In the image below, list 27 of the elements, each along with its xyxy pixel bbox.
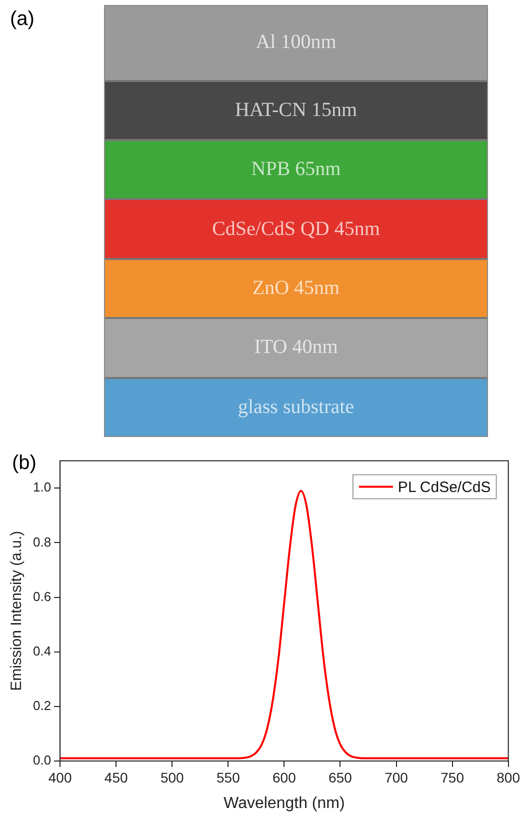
text: NPB 65nm <box>105 140 487 200</box>
x-tick-label: 450 <box>104 769 128 786</box>
y-tick-label: 0.2 <box>32 698 52 713</box>
x-tick-label: 400 <box>48 769 72 786</box>
x-tick-label: 800 <box>496 769 520 786</box>
y-tick-label: 0.6 <box>32 588 52 604</box>
legend-label: PL CdSe/CdS <box>398 478 491 496</box>
x-tick-label: 600 <box>272 769 296 786</box>
y-axis-title: Emission Intensity (a.u.) <box>8 530 26 691</box>
text: glass substrate <box>105 378 487 436</box>
x-tick-label: 650 <box>328 769 352 786</box>
text: Al 100nm <box>105 6 487 82</box>
y-tick-label: 1.0 <box>32 480 52 495</box>
text: CdSe/CdS QD 45nm <box>105 200 487 260</box>
x-tick-label: 750 <box>440 769 464 786</box>
text: (a) <box>10 8 34 31</box>
text: ITO 40nm <box>105 319 487 379</box>
y-tick-label: 0.8 <box>32 534 52 550</box>
y-tick-label: 0.0 <box>32 752 52 768</box>
y-tick-label: 0.4 <box>32 643 52 658</box>
x-tick-label: 700 <box>384 769 408 786</box>
text: ZnO 45nm <box>105 260 487 320</box>
chart-title: (b) <box>12 452 36 475</box>
text: HAT-CN 15nm <box>105 82 487 141</box>
x-tick-label: 550 <box>216 769 240 786</box>
x-axis-title: Wavelength (nm) <box>224 794 345 812</box>
x-tick-label: 500 <box>160 769 184 786</box>
